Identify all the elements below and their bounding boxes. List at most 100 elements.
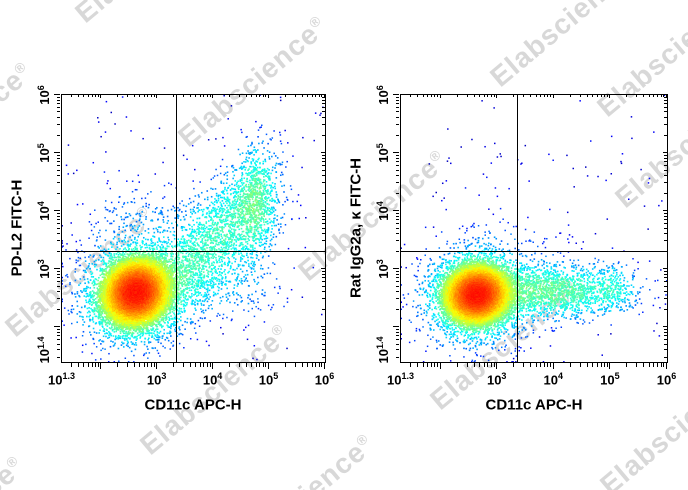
y-axis-inner-tick (321, 152, 325, 154)
x-axis-inner-minor-tick (493, 94, 495, 97)
x-axis-minor-tick (410, 363, 412, 367)
x-axis-tick-label: 106 (314, 370, 335, 387)
y-axis-inner-minor-tick (664, 102, 667, 104)
x-axis-inner-tick (666, 94, 667, 98)
x-axis-minor-tick (592, 363, 594, 367)
y-axis-inner-minor-tick (664, 96, 667, 98)
y-axis-major-tick (393, 210, 399, 212)
y-axis-minor-tick (395, 164, 399, 166)
y-axis-inner-minor-tick (322, 250, 325, 252)
y-axis-inner-minor-tick (322, 219, 325, 221)
x-axis-minor-tick (199, 363, 201, 367)
x-axis-minor-tick (315, 363, 317, 367)
x-axis-inner-minor-tick (600, 94, 602, 97)
x-axis-inner-minor-tick (147, 94, 149, 97)
x-axis-inner-minor-tick (643, 94, 645, 97)
y-axis-inner-minor-tick (322, 175, 325, 177)
x-axis-minor-tick (294, 363, 296, 367)
y-axis-inner-minor-tick (322, 356, 325, 358)
x-axis-inner-minor-tick (473, 94, 475, 97)
quadrant-gate-vertical (517, 94, 519, 362)
y-axis-inner-minor-tick (322, 117, 325, 119)
x-axis-tick-label: 105 (258, 370, 279, 387)
y-axis-minor-tick (395, 117, 399, 119)
y-axis-minor-tick (395, 182, 399, 184)
y-axis-inner-minor-tick (664, 331, 667, 333)
y-axis-major-tick (393, 152, 399, 154)
y-axis-inner-minor-tick (664, 270, 667, 272)
y-axis-minor-tick (56, 219, 60, 221)
x-axis-minor-tick (318, 363, 320, 367)
x-axis-minor-tick (139, 363, 141, 367)
y-axis-inner-minor-tick (664, 277, 667, 279)
y-axis-minor-tick (395, 219, 399, 221)
x-axis-inner-minor-tick (657, 94, 659, 97)
y-axis-inner-minor-tick (664, 285, 667, 287)
x-axis-major-tick (156, 363, 158, 369)
x-axis-inner-minor-tick (311, 94, 313, 97)
y-axis-inner-minor-tick (322, 124, 325, 126)
y-axis-inner-minor-tick (664, 273, 667, 275)
x-axis-minor-tick (487, 363, 489, 367)
y-axis-minor-tick (56, 233, 60, 235)
y-axis-minor-tick (56, 106, 60, 108)
y-axis-minor-tick (56, 169, 60, 171)
x-axis-inner-minor-tick (126, 94, 128, 97)
x-axis-inner-minor-tick (487, 94, 489, 97)
y-axis-minor-tick (395, 339, 399, 341)
x-axis-minor-tick (97, 363, 99, 367)
x-axis-minor-tick (143, 363, 145, 367)
y-axis-inner-minor-tick (322, 343, 325, 345)
x-axis-inner-tick (156, 94, 158, 98)
x-axis-inner-minor-tick (430, 94, 432, 97)
y-axis-inner-minor-tick (322, 102, 325, 104)
x-axis-inner-minor-tick (262, 94, 264, 97)
x-axis-major-tick (324, 363, 325, 369)
x-axis-minor-tick (523, 363, 525, 367)
x-axis-minor-tick (307, 363, 309, 367)
y-axis-minor-tick (56, 117, 60, 119)
y-axis-inner-minor-tick (664, 169, 667, 171)
y-axis-inner-minor-tick (664, 250, 667, 252)
x-axis-inner-minor-tick (87, 94, 89, 97)
x-axis-inner-minor-tick (203, 94, 205, 97)
y-axis-inner-minor-tick (322, 270, 325, 272)
x-axis-minor-tick (189, 363, 191, 367)
y-axis-inner-minor-tick (322, 164, 325, 166)
y-axis-inner-tick (663, 210, 667, 212)
y-axis-minor-tick (56, 339, 60, 341)
y-axis-major-tick (393, 94, 399, 95)
x-axis-inner-minor-tick (189, 94, 191, 97)
y-axis-major-tick (54, 94, 60, 95)
x-axis-tick-label: 103 (486, 370, 507, 387)
y-axis-inner-minor-tick (322, 233, 325, 235)
y-axis-inner-minor-tick (664, 154, 667, 156)
y-axis-inner-minor-tick (322, 192, 325, 194)
x-axis-inner-minor-tick (301, 94, 303, 97)
x-axis-inner-minor-tick (660, 94, 662, 97)
y-axis-minor-tick (395, 343, 399, 345)
y-axis-major-tick (393, 326, 399, 328)
y-axis-minor-tick (56, 291, 60, 293)
x-axis-tick-label: 104 (543, 370, 564, 387)
x-axis-inner-minor-tick (523, 94, 525, 97)
y-axis-inner-minor-tick (322, 111, 325, 113)
x-axis-inner-minor-tick (206, 94, 208, 97)
y-axis-minor-tick (56, 215, 60, 217)
x-axis-inner-minor-tick (596, 94, 598, 97)
y-axis-inner-minor-tick (322, 291, 325, 293)
scatter-canvas (61, 94, 325, 362)
x-axis-inner-minor-tick (653, 94, 655, 97)
y-axis-minor-tick (395, 291, 399, 293)
y-axis-minor-tick (56, 343, 60, 345)
y-axis-minor-tick (395, 270, 399, 272)
y-axis-inner-minor-tick (664, 117, 667, 119)
x-axis-inner-minor-tick (427, 94, 429, 97)
y-axis-inner-minor-tick (664, 298, 667, 300)
y-axis-inner-minor-tick (664, 164, 667, 166)
x-axis-inner-minor-tick (483, 94, 485, 97)
x-axis-inner-minor-tick (117, 94, 118, 97)
y-axis-inner-minor-tick (322, 154, 325, 156)
y-axis-minor-tick (56, 349, 60, 351)
